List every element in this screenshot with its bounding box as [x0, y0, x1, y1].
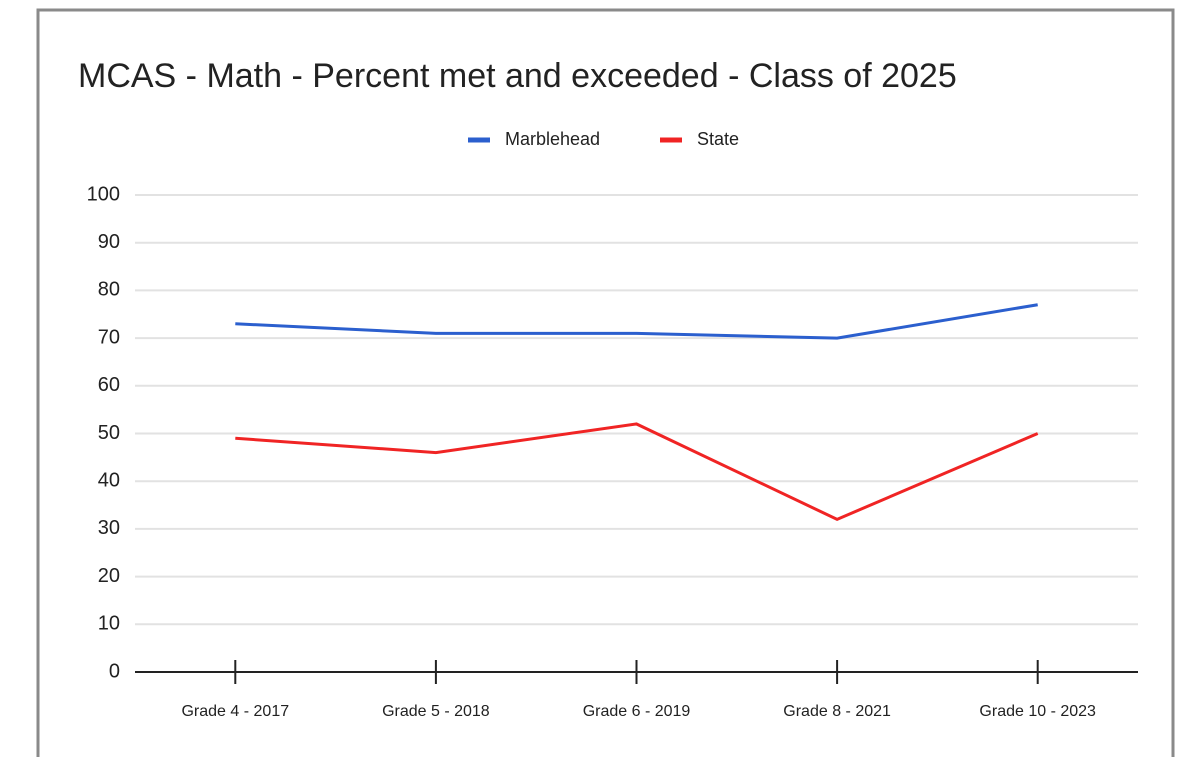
- legend-label: Marblehead: [505, 129, 600, 149]
- legend: Marblehead State: [468, 129, 739, 149]
- y-tick-label: 0: [109, 660, 120, 682]
- y-tick-label: 10: [98, 613, 120, 635]
- y-tick-label: 80: [98, 279, 120, 301]
- x-tick-label: Grade 4 - 2017: [181, 703, 289, 720]
- series-line: [235, 422, 1039, 522]
- x-tick-label: Grade 8 - 2021: [783, 703, 891, 720]
- y-tick-label: 40: [98, 469, 120, 491]
- x-tick-label: Grade 5 - 2018: [382, 703, 490, 720]
- x-tick-label: Grade 10 - 2023: [979, 703, 1096, 720]
- chart-frame: [36, 8, 1175, 757]
- y-tick-label: 60: [98, 374, 120, 396]
- y-tick-label: 30: [98, 517, 120, 539]
- x-tick-label: Grade 6 - 2019: [583, 703, 691, 720]
- y-tick-label: 100: [87, 183, 120, 205]
- chart-title: MCAS - Math - Percent met and exceeded -…: [78, 57, 957, 95]
- series-line: [235, 303, 1038, 340]
- y-tick-label: 20: [98, 565, 120, 587]
- y-tick-label: 90: [98, 231, 120, 253]
- y-tick-label: 70: [98, 326, 120, 348]
- legend-label: State: [697, 129, 739, 149]
- y-tick-label: 50: [98, 422, 120, 444]
